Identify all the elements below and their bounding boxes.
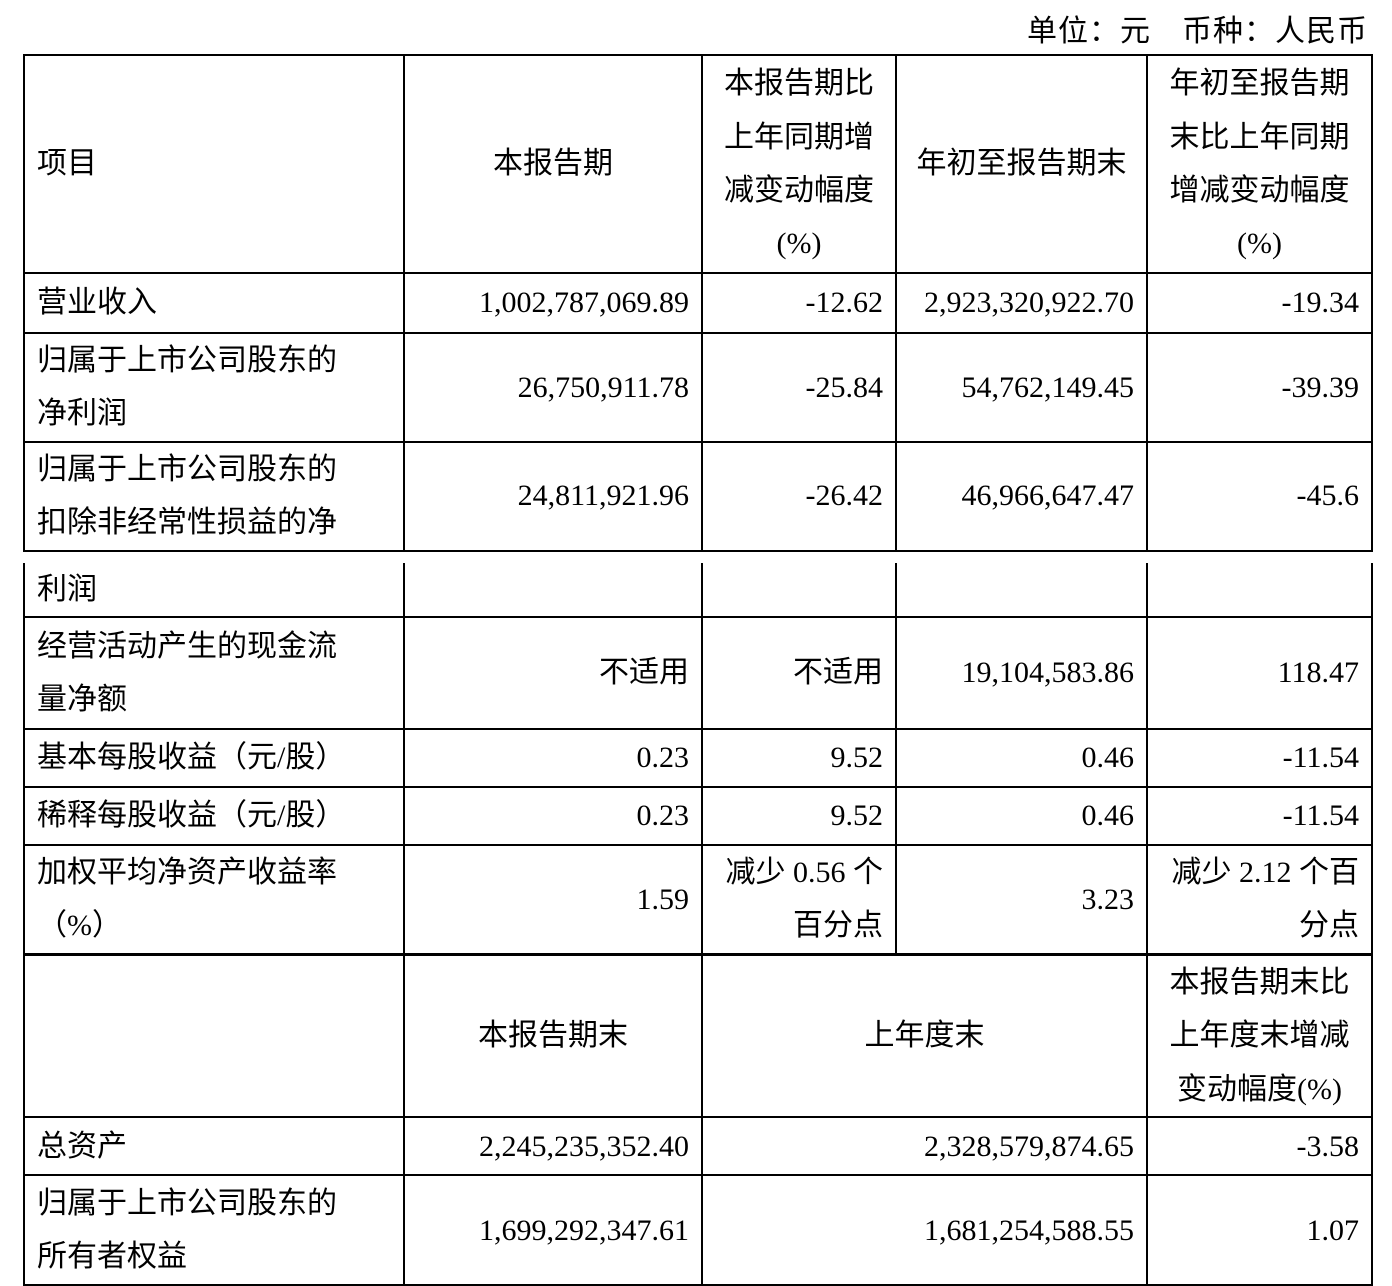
value-cell: 减少 0.56 个 百分点	[701, 843, 897, 956]
header-empty	[23, 952, 405, 1119]
value-cell: 0.23	[403, 727, 703, 788]
value-cell: 54,762,149.45	[895, 332, 1148, 443]
value-cell: 2,923,320,922.70	[895, 272, 1148, 334]
table-row-revenue: 营业收入 1,002,787,069.89 -12.62 2,923,320,9…	[23, 272, 1373, 334]
financial-summary-table-part2: 利润 经营活动产生的现金流 量净额 不适用 不适用 19,104,583.86 …	[23, 562, 1373, 1286]
value-cell: 1,002,787,069.89	[403, 272, 703, 334]
value-cell: -12.62	[701, 272, 897, 334]
header-current-period-end: 本报告期末	[403, 952, 703, 1119]
value-cell: -19.34	[1146, 272, 1373, 334]
value-cell: 118.47	[1146, 615, 1373, 730]
header-period-end-change: 本报告期末比 上年度末增减 变动幅度(%)	[1146, 952, 1373, 1119]
value-cell: -25.84	[701, 332, 897, 443]
header-row-period-end: 本报告期末 上年度末 本报告期末比 上年度末增减 变动幅度(%)	[23, 952, 1373, 1119]
value-cell: 46,966,647.47	[895, 440, 1148, 552]
row-label: 经营活动产生的现金流 量净额	[23, 615, 405, 730]
value-cell: 减少 2.12 个百 分点	[1146, 843, 1373, 956]
row-label: 归属于上市公司股东的 扣除非经常性损益的净	[23, 440, 405, 552]
value-cell: 1.07	[1146, 1174, 1373, 1286]
value-cell: -11.54	[1146, 785, 1373, 846]
row-label: 总资产	[23, 1116, 405, 1177]
row-label: 归属于上市公司股东的 净利润	[23, 332, 405, 443]
row-label: 归属于上市公司股东的 所有者权益	[23, 1174, 405, 1286]
table-row-net-profit-excl-nonrecurring: 归属于上市公司股东的 扣除非经常性损益的净 24,811,921.96 -26.…	[23, 440, 1373, 552]
value-cell: 1,699,292,347.61	[403, 1174, 703, 1286]
value-cell: 26,750,911.78	[403, 332, 703, 443]
value-cell: 24,811,921.96	[403, 440, 703, 552]
header-period-yoy-change: 本报告期比 上年同期增 减变动幅度 (%)	[701, 54, 897, 274]
value-cell: 9.52	[701, 727, 897, 788]
table-row-operating-cash-flow: 经营活动产生的现金流 量净额 不适用 不适用 19,104,583.86 118…	[23, 615, 1373, 730]
table-row-basic-eps: 基本每股收益（元/股） 0.23 9.52 0.46 -11.54	[23, 727, 1373, 788]
value-cell: 2,245,235,352.40	[403, 1116, 703, 1177]
header-current-period: 本报告期	[403, 54, 703, 274]
value-cell: 2,328,579,874.65	[701, 1116, 1148, 1177]
table-row-net-profit: 归属于上市公司股东的 净利润 26,750,911.78 -25.84 54,7…	[23, 332, 1373, 443]
value-cell: 3.23	[895, 843, 1148, 956]
financial-summary-table-part1: 项目 本报告期 本报告期比 上年同期增 减变动幅度 (%) 年初至报告期末 年初…	[23, 54, 1373, 552]
value-cell: 9.52	[701, 785, 897, 846]
table-row-profit-continuation: 利润	[23, 562, 1373, 618]
value-cell: 1,681,254,588.55	[701, 1174, 1148, 1286]
value-cell	[701, 562, 897, 618]
row-label: 利润	[23, 562, 405, 618]
table-row-weighted-avg-roe: 加权平均净资产收益率 （%） 1.59 减少 0.56 个 百分点 3.23 减…	[23, 843, 1373, 956]
header-prior-year-end: 上年度末	[701, 952, 1148, 1119]
unit-currency-label: 单位：元 币种：人民币	[1027, 15, 1368, 48]
header-row: 项目 本报告期 本报告期比 上年同期增 减变动幅度 (%) 年初至报告期末 年初…	[23, 54, 1373, 274]
value-cell	[895, 562, 1148, 618]
header-ytd: 年初至报告期末	[895, 54, 1148, 274]
row-label: 加权平均净资产收益率 （%）	[23, 843, 405, 956]
value-cell: -3.58	[1146, 1116, 1373, 1177]
table-row-shareholders-equity: 归属于上市公司股东的 所有者权益 1,699,292,347.61 1,681,…	[23, 1174, 1373, 1286]
value-cell: 不适用	[701, 615, 897, 730]
row-label: 基本每股收益（元/股）	[23, 727, 405, 788]
header-ytd-yoy-change: 年初至报告期 末比上年同期 增减变动幅度 (%)	[1146, 54, 1373, 274]
table-row-total-assets: 总资产 2,245,235,352.40 2,328,579,874.65 -3…	[23, 1116, 1373, 1177]
value-cell: 1.59	[403, 843, 703, 956]
value-cell: -39.39	[1146, 332, 1373, 443]
value-cell: 不适用	[403, 615, 703, 730]
table-row-diluted-eps: 稀释每股收益（元/股） 0.23 9.52 0.46 -11.54	[23, 785, 1373, 846]
row-label: 营业收入	[23, 272, 405, 334]
value-cell	[403, 562, 703, 618]
value-cell: -45.6	[1146, 440, 1373, 552]
value-cell: -26.42	[701, 440, 897, 552]
value-cell: 19,104,583.86	[895, 615, 1148, 730]
row-label: 稀释每股收益（元/股）	[23, 785, 405, 846]
value-cell: 0.23	[403, 785, 703, 846]
value-cell: -11.54	[1146, 727, 1373, 788]
value-cell	[1146, 562, 1373, 618]
value-cell: 0.46	[895, 785, 1148, 846]
value-cell: 0.46	[895, 727, 1148, 788]
header-item: 项目	[23, 54, 405, 274]
